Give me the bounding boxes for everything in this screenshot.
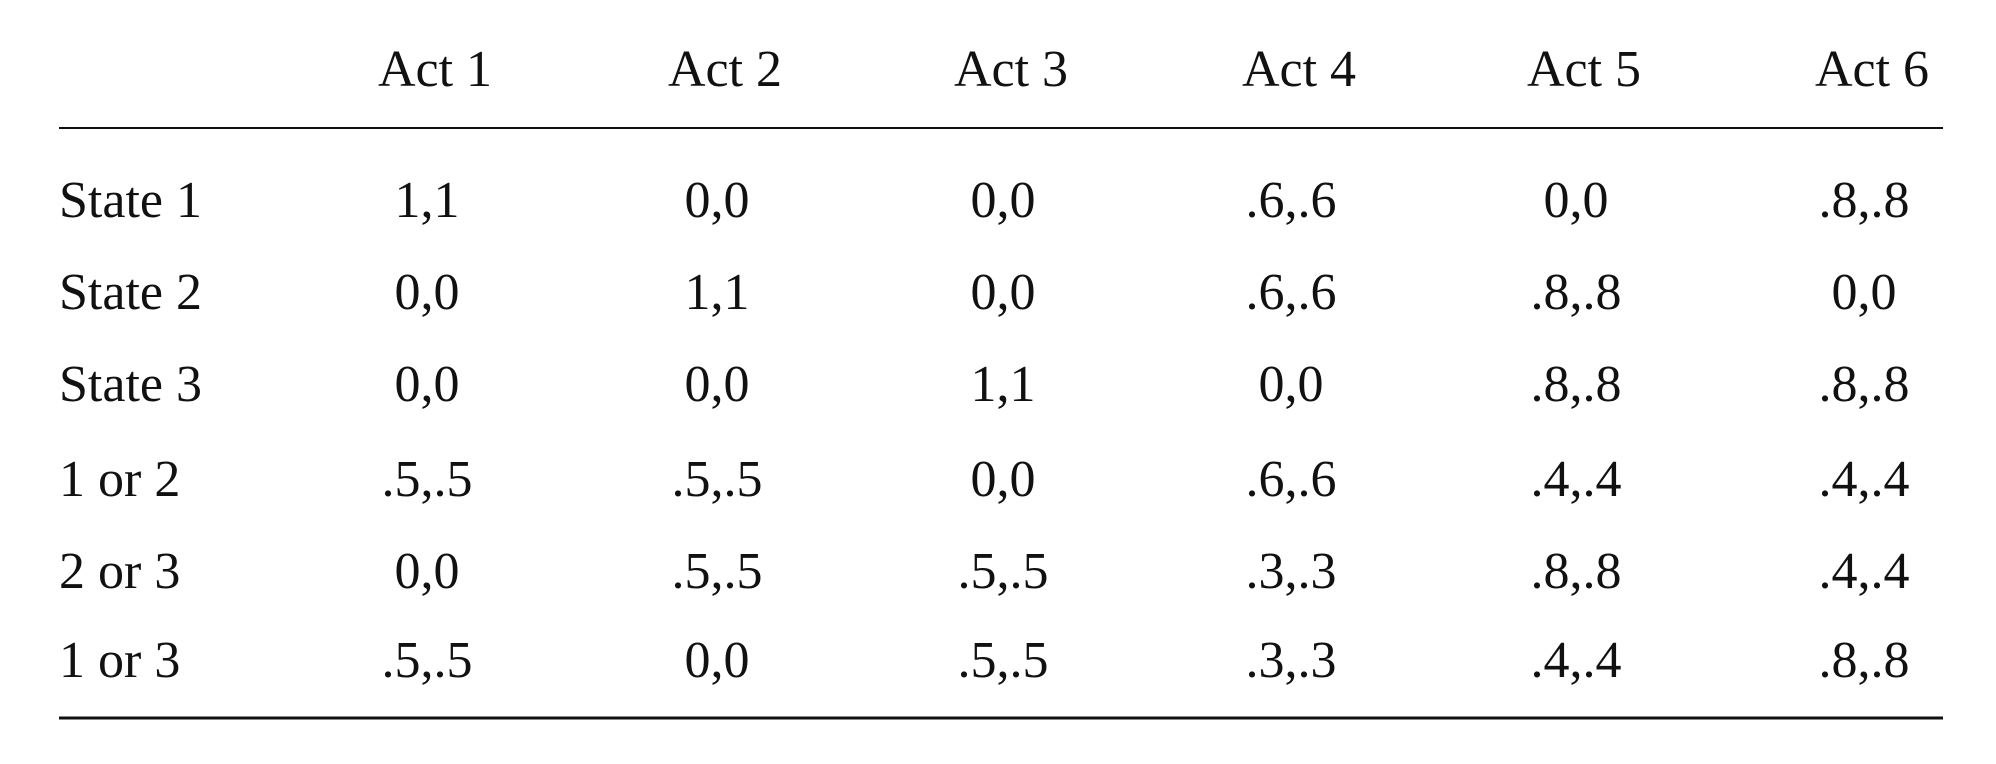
cell: .3,.3 bbox=[1246, 632, 1337, 689]
cell: 1,1 bbox=[395, 172, 460, 229]
cell: .5,.5 bbox=[382, 451, 473, 508]
row-label: 1 or 2 bbox=[59, 451, 180, 508]
cell: .8,.8 bbox=[1819, 356, 1910, 413]
cell: 0,0 bbox=[971, 451, 1036, 508]
row-label: State 1 bbox=[59, 172, 202, 229]
cell: 0,0 bbox=[685, 632, 750, 689]
row-label: State 2 bbox=[59, 264, 202, 321]
cell: .5,.5 bbox=[382, 632, 473, 689]
column-header: Act 3 bbox=[954, 41, 1068, 98]
column-header: Act 1 bbox=[378, 41, 492, 98]
cell: .4,.4 bbox=[1531, 632, 1622, 689]
column-header: Act 2 bbox=[668, 41, 782, 98]
cell: 0,0 bbox=[971, 172, 1036, 229]
cell: .8,.8 bbox=[1531, 356, 1622, 413]
cell: 0,0 bbox=[395, 543, 460, 600]
cell: 0,0 bbox=[1544, 172, 1609, 229]
cell: .4,.4 bbox=[1819, 543, 1910, 600]
cell: 0,0 bbox=[1259, 356, 1324, 413]
row-label: 2 or 3 bbox=[59, 543, 180, 600]
cell: .8,.8 bbox=[1531, 543, 1622, 600]
cell: .6,.6 bbox=[1246, 264, 1337, 321]
cell: 0,0 bbox=[685, 172, 750, 229]
cell: .4,.4 bbox=[1819, 451, 1910, 508]
cell: 0,0 bbox=[685, 356, 750, 413]
cell: 1,1 bbox=[685, 264, 750, 321]
cell: .5,.5 bbox=[672, 451, 763, 508]
column-header: Act 6 bbox=[1815, 41, 1929, 98]
cell: .8,.8 bbox=[1819, 632, 1910, 689]
cell: .8,.8 bbox=[1531, 264, 1622, 321]
cell: .6,.6 bbox=[1246, 451, 1337, 508]
row-label: 1 or 3 bbox=[59, 632, 180, 689]
cell: 1,1 bbox=[971, 356, 1036, 413]
cell: .5,.5 bbox=[672, 543, 763, 600]
column-header: Act 5 bbox=[1527, 41, 1641, 98]
row-label: State 3 bbox=[59, 356, 202, 413]
cell: .6,.6 bbox=[1246, 172, 1337, 229]
cell: .5,.5 bbox=[958, 632, 1049, 689]
cell: 0,0 bbox=[1832, 264, 1897, 321]
cell: .3,.3 bbox=[1246, 543, 1337, 600]
cell: .5,.5 bbox=[958, 543, 1049, 600]
cell: 0,0 bbox=[395, 264, 460, 321]
cell: 0,0 bbox=[395, 356, 460, 413]
cell: .4,.4 bbox=[1531, 451, 1622, 508]
cell: .8,.8 bbox=[1819, 172, 1910, 229]
cell: 0,0 bbox=[971, 264, 1036, 321]
column-header: Act 4 bbox=[1242, 41, 1356, 98]
